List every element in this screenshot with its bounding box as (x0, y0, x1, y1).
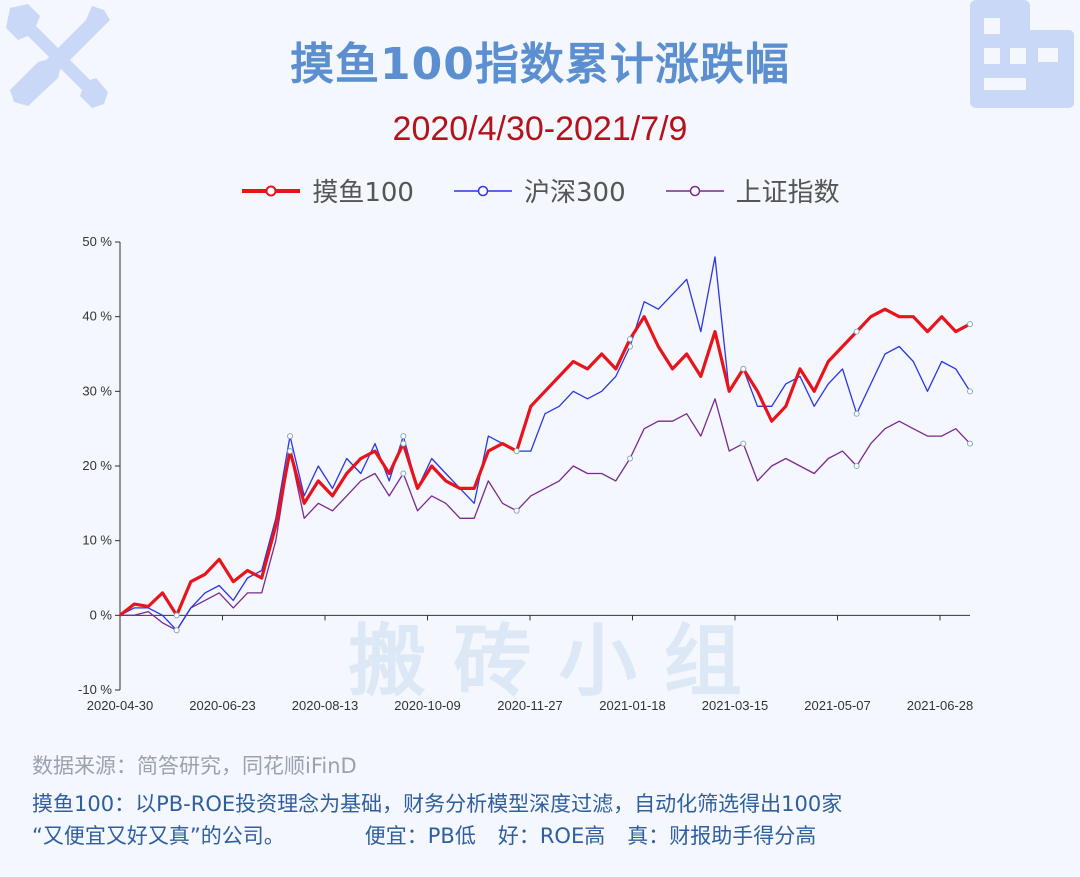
footnote: 摸鱼100：以PB-ROE投资理念为基础，财务分析模型深度过滤，自动化筛选得出1… (32, 788, 1052, 852)
page-title: 摸鱼100指数累计涨跌幅 (290, 39, 790, 90)
legend-swatch-sz (665, 185, 724, 196)
footnote-definition: “又便宜又好又真”的公司。 (32, 824, 285, 848)
date-range-subtitle: 2020/4/30-2021/7/9 (392, 110, 688, 148)
legend-item-hs300[interactable]: 沪深300 (452, 172, 626, 209)
series-point (853, 410, 860, 417)
y-tick-label: -10 % (78, 682, 112, 697)
series-point (513, 507, 520, 514)
series-point (173, 627, 180, 634)
series-point (967, 321, 973, 328)
footnote-line-2: “又便宜又好又真”的公司。 便宜：PB低 好：ROE高 真：财报助手得分高 (32, 820, 1052, 852)
x-tick-label: 2021-06-28 (907, 698, 974, 713)
y-tick-label: 30 % (82, 383, 112, 398)
series-point (740, 365, 747, 372)
x-tick-label: 2020-04-30 (87, 698, 154, 713)
series-line-sz (120, 398, 971, 631)
y-tick-label: 40 % (82, 309, 112, 324)
series-point (853, 328, 860, 335)
line-chart: 搬 砖 小 组 50 %40 %30 %20 %10 %0 %-10 %2020… (78, 234, 974, 713)
x-tick-label: 2020-10-09 (394, 698, 461, 713)
legend-label-sz: 上证指数 (735, 178, 840, 208)
series-point (400, 433, 407, 440)
legend-item-sz[interactable]: 上证指数 (664, 172, 840, 209)
y-tick-label: 0 % (90, 607, 113, 622)
footnote-line-1: 摸鱼100：以PB-ROE投资理念为基础，财务分析模型深度过滤，自动化筛选得出1… (32, 792, 843, 816)
series-point (740, 440, 747, 447)
legend-item-moyu[interactable]: 摸鱼100 (240, 172, 414, 209)
series-point (287, 433, 293, 440)
footnote-cheap: 便宜：PB低 (364, 824, 476, 848)
series-line-moyu (119, 307, 971, 617)
footnote-real: 真：财报助手得分高 (627, 824, 817, 848)
y-tick-label: 50 % (82, 234, 112, 249)
series-point (627, 336, 633, 343)
series-line-hs300 (119, 256, 971, 631)
x-tick-label: 2021-03-15 (702, 698, 769, 713)
tools-icon (6, 4, 110, 108)
y-tick-label: 10 % (82, 533, 112, 548)
legend-swatch-moyu (242, 185, 301, 196)
legend-label-moyu: 摸鱼100 (312, 178, 414, 208)
series-point (967, 440, 973, 447)
x-tick-label: 2020-11-27 (497, 698, 563, 713)
building-icon (970, 0, 1074, 108)
legend-label-hs300: 沪深300 (523, 178, 626, 208)
series-point (400, 470, 407, 477)
series-point (627, 455, 633, 462)
legend-swatch-hs300 (453, 185, 512, 196)
chart-legend: 摸鱼100 沪深300 上证指数 (0, 172, 1080, 209)
series-point (400, 440, 407, 447)
data-source-text: 数据来源：简答研究，同花顺iFinD (32, 754, 357, 778)
watermark-text: 搬 砖 小 组 (348, 617, 741, 707)
x-tick-label: 2020-06-23 (189, 698, 256, 713)
series-point (513, 448, 520, 455)
series-point (287, 448, 293, 455)
series-point (967, 388, 973, 395)
y-tick-label: 20 % (82, 458, 112, 473)
series-point (173, 612, 180, 619)
footnote-good: 好：ROE高 (497, 824, 606, 848)
chart-series (119, 256, 973, 634)
series-point (853, 463, 860, 469)
x-tick-label: 2021-01-18 (599, 698, 666, 713)
x-tick-label: 2021-05-07 (804, 698, 871, 713)
x-tick-label: 2020-08-13 (292, 698, 359, 713)
